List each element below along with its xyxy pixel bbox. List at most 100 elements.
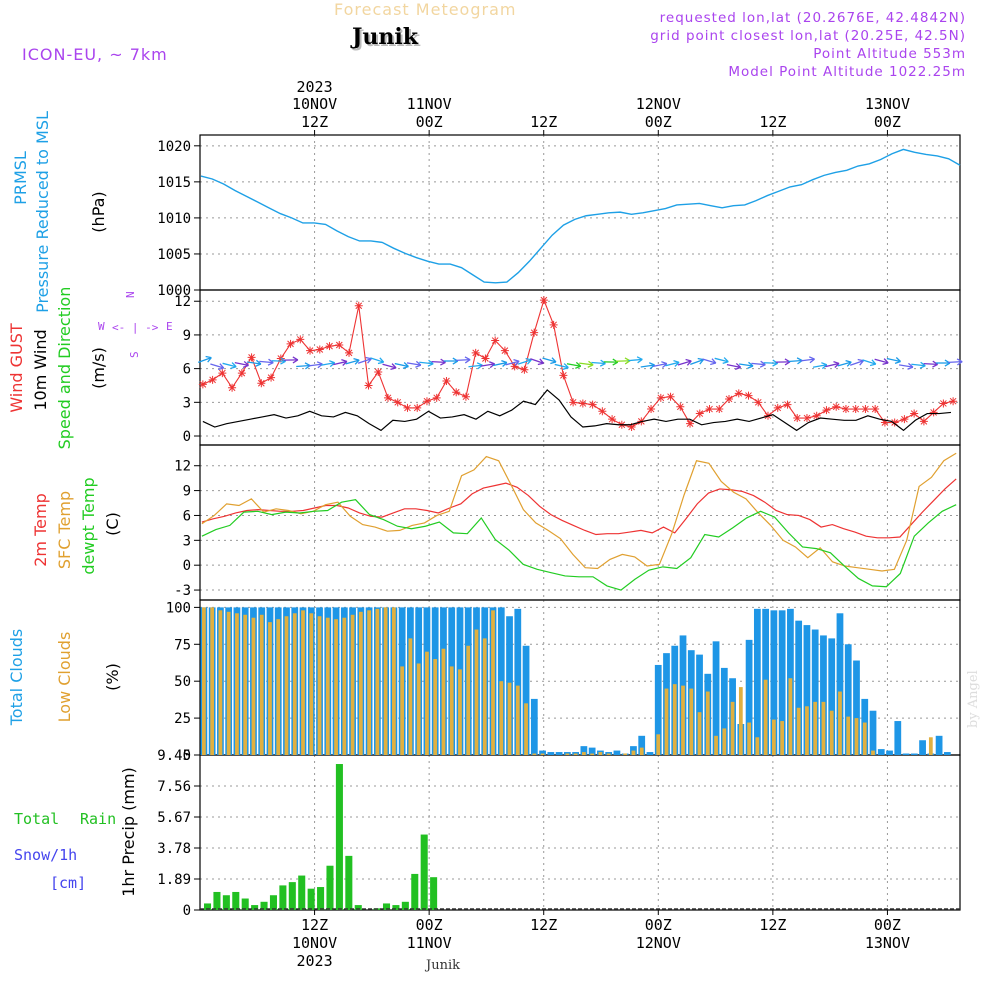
- rain-bar: [411, 873, 419, 910]
- low-cloud-bar: [342, 617, 347, 755]
- wind-arrow-shaft: [566, 363, 581, 367]
- wind-arrow-head: [390, 363, 397, 371]
- low-cloud-bar: [392, 607, 396, 755]
- wind-arrow-shaft: [751, 362, 766, 366]
- total-cloud-bar: [844, 644, 852, 755]
- total-cloud-bar: [720, 667, 728, 755]
- low-cloud-bar: [449, 666, 454, 755]
- rain-bar: [335, 764, 343, 910]
- low-cloud-bar: [681, 685, 685, 755]
- low-cloud-bar: [738, 687, 743, 755]
- wind-direction-label: Speed and Direction: [55, 287, 74, 450]
- wind-direction-arrow: [197, 355, 212, 364]
- temp-2m-label: 2m Temp: [31, 493, 50, 567]
- total-cloud-bar: [654, 664, 662, 755]
- wind-arrow-shaft: [788, 359, 803, 363]
- wind-arrow-shaft: [886, 357, 901, 363]
- low-cloud-bar: [755, 737, 760, 755]
- low-cloud-bar: [383, 607, 388, 755]
- wind-arrow-shaft: [345, 359, 360, 365]
- time-tick-label-bottom: 11NOV: [407, 934, 452, 952]
- credit-watermark: by Angel: [966, 670, 981, 728]
- gust-marker: [491, 336, 500, 345]
- low-cloud-bar: [400, 666, 405, 755]
- total-cloud-bar: [811, 629, 819, 755]
- wind-direction-arrow: [579, 360, 594, 368]
- y-tick-label: 75: [174, 637, 191, 653]
- wind-gust-label: Wind GUST: [7, 323, 26, 413]
- wind-direction-arrow: [800, 356, 815, 364]
- rain-bar: [317, 887, 325, 910]
- wind-direction-arrow: [775, 358, 791, 366]
- wind-direction-arrow: [517, 357, 532, 365]
- wind-arrow-shaft: [431, 360, 446, 364]
- y-tick-label: 12: [174, 294, 191, 310]
- y-tick-label: 100: [166, 600, 191, 616]
- rain-bar: [307, 888, 315, 910]
- low-cloud-bar: [524, 703, 528, 755]
- gust-marker: [569, 398, 578, 407]
- y-tick-label: 25: [174, 711, 191, 727]
- time-tick-label-top: 11NOV: [407, 95, 452, 113]
- gust-marker: [783, 400, 792, 409]
- y-tick-label: 9: [183, 328, 191, 344]
- low-cloud-bar: [565, 753, 570, 755]
- precip-axis-label: 1hr Precip (mm): [119, 767, 138, 897]
- wind-arrow-head: [377, 357, 385, 365]
- low-cloud-bar: [780, 721, 785, 755]
- precip-total-label: Total: [14, 810, 59, 828]
- gust-marker: [744, 391, 753, 400]
- wind-direction-arrow: [874, 358, 889, 366]
- wind-arrow-head: [267, 358, 274, 366]
- wind-arrow-shaft: [406, 362, 421, 366]
- rain-bar: [222, 895, 230, 910]
- low-cloud-bar: [689, 688, 694, 755]
- low-cloud-bar: [788, 678, 793, 755]
- temp-line-0: [201, 478, 957, 539]
- low-cloud-bar: [656, 734, 661, 755]
- y-tick-label: 0: [183, 429, 191, 445]
- total-cloud-bar: [886, 750, 893, 755]
- wind-arrow-head: [956, 358, 963, 366]
- wind-arrow-head: [907, 362, 914, 370]
- low-cloud-bar: [317, 616, 322, 755]
- wind-direction-arrow: [480, 361, 496, 369]
- wind-arrow-shaft: [259, 360, 274, 364]
- point-altitude: Point Altitude 553m: [813, 46, 966, 62]
- gust-marker: [549, 320, 558, 329]
- gust-marker: [413, 403, 422, 412]
- wind-arrow-head: [722, 357, 729, 365]
- wind-arrow-head: [882, 358, 889, 366]
- wind-direction-arrow: [739, 361, 754, 369]
- low-cloud-bar: [276, 619, 281, 755]
- gust-marker: [822, 406, 831, 415]
- wind-arrow-shaft: [517, 359, 532, 365]
- compass-north: N: [124, 291, 137, 298]
- wind-arrow-shaft: [899, 364, 914, 368]
- precip-snow-label: Snow/1h: [14, 846, 77, 864]
- time-tick-label-top: 12Z: [759, 113, 786, 131]
- total-cloud-bar: [530, 698, 538, 755]
- gust-marker: [676, 402, 685, 411]
- total-cloud-bar: [638, 735, 646, 755]
- y-tick-label: 3.78: [157, 841, 191, 857]
- wind-arrow-shaft: [825, 362, 840, 368]
- wind-arrow-head: [205, 355, 212, 363]
- total-cloud-bar: [902, 753, 910, 755]
- wind-arrow-shaft: [714, 357, 729, 363]
- wind-arrow-shaft: [862, 359, 876, 365]
- low-cloud-bar: [416, 663, 421, 755]
- wind-direction-arrow: [751, 360, 766, 368]
- wind-direction-arrow: [259, 358, 274, 366]
- total-cloud-bar: [935, 735, 943, 755]
- wind-10m-label: 10m Wind: [31, 329, 50, 410]
- total-cloud-bar: [613, 750, 621, 755]
- wind-direction-arrow: [948, 358, 963, 366]
- precip-snow-units: [cm]: [50, 874, 86, 892]
- gust-marker: [705, 405, 714, 414]
- wind-direction-arrow: [652, 361, 668, 369]
- low-cloud-bar: [309, 613, 314, 755]
- wind-arrow-head: [575, 361, 582, 369]
- wind-arrow-head: [894, 357, 902, 364]
- low-cloud-bar: [532, 753, 537, 755]
